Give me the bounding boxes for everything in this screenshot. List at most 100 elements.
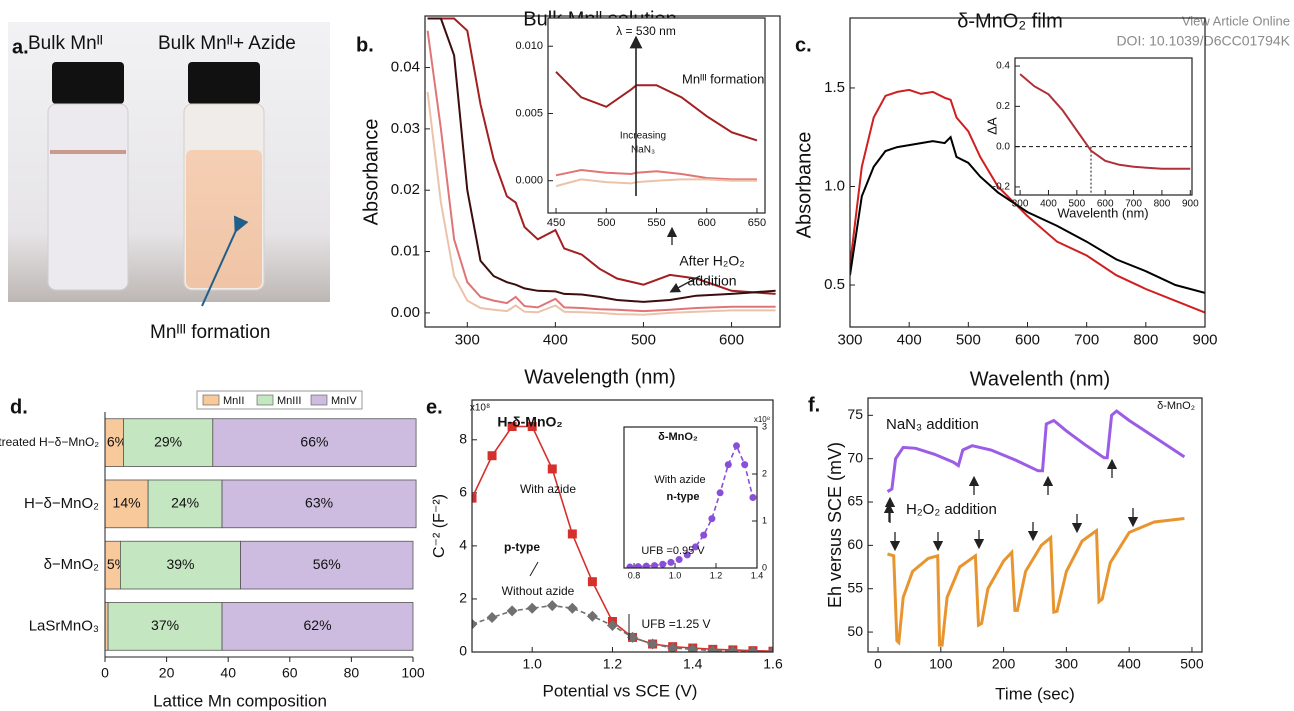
x-axis-label: Wavelength (nm): [524, 366, 676, 388]
legend-label: MnIII: [277, 395, 301, 407]
axis-multiplier: x10⁸: [754, 415, 770, 424]
axes-frame: [547, 17, 766, 214]
axes-frame: [849, 17, 1206, 328]
axes-frame: [471, 399, 774, 653]
annotation: With azide: [520, 482, 576, 496]
annotation: δ-MnO₂: [1157, 400, 1195, 412]
marker: [642, 562, 650, 568]
y-tick-label: 60: [847, 536, 863, 552]
marker: [547, 464, 557, 474]
x-tick-label: 650: [748, 217, 766, 229]
meniscus: [50, 150, 126, 154]
x-tick-label: 500: [1180, 655, 1204, 671]
view-article-link[interactable]: View Article Online: [1182, 13, 1290, 28]
axes-frame: [867, 397, 1203, 653]
x-tick-label: 700: [1074, 331, 1099, 348]
vial-cap: [188, 62, 260, 104]
x-axis-label: Wavelenth (nm): [970, 368, 1110, 390]
annotation: addition: [687, 273, 736, 289]
bar-segment: [123, 418, 214, 467]
marker: [506, 605, 518, 617]
plot-area: [472, 422, 773, 652]
legend-swatch: [310, 394, 328, 406]
plot-area: [426, 17, 776, 316]
marker: [651, 562, 659, 568]
series-line: [472, 604, 773, 652]
chart-title: δ-MnO₂ film: [957, 10, 1063, 32]
x-tick-label: 500: [631, 331, 656, 348]
y-tick-label: 3: [762, 421, 767, 431]
plot-area: [626, 442, 757, 568]
y-tick-label: 55: [847, 579, 863, 595]
bar-segment: [147, 479, 223, 529]
x-tick-label: 400: [1117, 655, 1141, 671]
axes-frame: [424, 15, 781, 328]
x-tick-label: 600: [719, 331, 744, 348]
plot-area: [555, 71, 758, 188]
y-tick-label: 6: [459, 484, 467, 500]
value-label: 66%: [300, 433, 328, 449]
annotation: p-type: [504, 540, 540, 554]
marker: [749, 494, 757, 501]
marker: [687, 643, 699, 652]
y-tick-label: δ−MnO₂: [44, 556, 100, 573]
y-axis-label: Absorbance: [793, 132, 815, 239]
marker: [659, 560, 667, 568]
value-label: 37%: [151, 617, 179, 633]
y-tick-label: 8: [459, 430, 467, 446]
x-tick-label: 300: [1012, 199, 1029, 210]
legend-swatch: [256, 394, 274, 406]
bar-segment: [120, 540, 241, 590]
annotation: UFB =0.95 V: [641, 545, 705, 557]
panel-label: d.: [10, 396, 28, 418]
axes-frame: [623, 426, 758, 569]
annotation: Without azide: [502, 584, 575, 598]
series-line: [555, 71, 758, 142]
marker: [708, 515, 716, 523]
marker: [486, 612, 498, 624]
series-line: [426, 30, 776, 313]
vial-cap: [52, 62, 124, 104]
y-tick-label: 70: [847, 449, 863, 465]
marker: [487, 451, 497, 461]
marker: [647, 638, 659, 650]
series-line: [850, 88, 1205, 314]
panel-label: c.: [795, 34, 812, 56]
y-tick-label: 0.02: [391, 181, 420, 198]
marker: [472, 618, 478, 630]
y-tick-label: 0.5: [824, 276, 845, 293]
marker: [587, 577, 597, 587]
x-tick-label: 300: [837, 331, 862, 348]
bar-segment: [221, 602, 414, 651]
arrow: [201, 215, 249, 307]
marker: [767, 646, 773, 652]
y-tick-label: 50: [847, 623, 863, 639]
marker: [727, 645, 739, 652]
annotation: H₂O₂ addition: [906, 501, 997, 518]
series-line: [427, 17, 776, 295]
x-tick-label: 300: [455, 331, 480, 348]
vial-left: [47, 103, 129, 291]
y-tick-label: 0.010: [515, 40, 543, 52]
axis-multiplier: x10⁸: [470, 403, 490, 414]
annotation: n-type: [667, 491, 700, 503]
x-tick-label: 1.0: [669, 570, 682, 580]
y-axis-label: ΔA: [984, 117, 999, 135]
value-label: 62%: [304, 617, 332, 633]
legend-swatch: [202, 394, 220, 406]
annotation: Mnᴵᴵᴵ formation: [150, 322, 270, 343]
y-axis-label: C⁻² (F⁻²): [431, 494, 448, 558]
indicator: [529, 561, 539, 577]
bar-segment: [212, 418, 417, 467]
x-tick-label: 450: [547, 217, 565, 229]
plot-area: [1019, 73, 1191, 170]
marker: [626, 563, 634, 568]
x-tick-label: 500: [956, 331, 981, 348]
x-axis-label: Potential vs SCE (V): [543, 681, 698, 700]
marker: [606, 619, 618, 631]
liquid: [186, 150, 262, 288]
annotation: NaN₃: [631, 145, 655, 156]
doi: DOI: 10.1039/D6CC01794K: [1116, 33, 1290, 49]
marker: [747, 645, 759, 652]
